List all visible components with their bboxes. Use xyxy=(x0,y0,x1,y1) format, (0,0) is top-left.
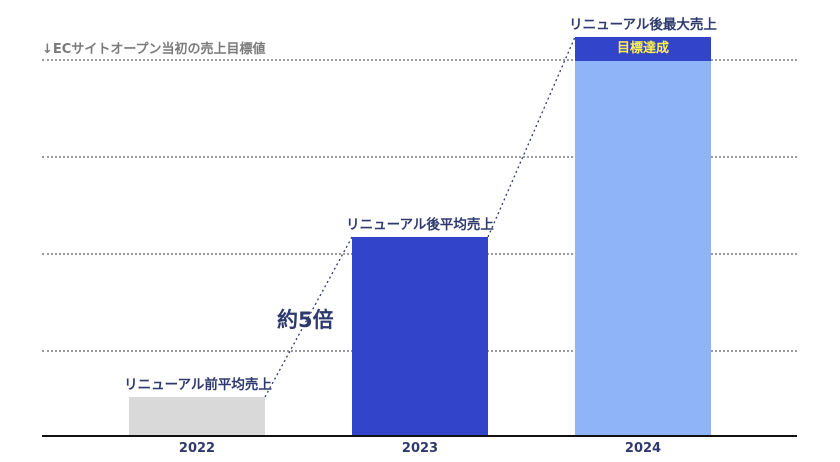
bar-label-2024: リニューアル後最大売上 xyxy=(569,17,717,33)
bar-2022 xyxy=(129,397,265,436)
bar-2023 xyxy=(352,237,488,436)
bar-label-2022: リニューアル前平均売上 xyxy=(124,377,272,393)
target-line-label: ↓ECサイトオープン当初の売上目標値 xyxy=(42,42,266,57)
x-tick-2024: 2024 xyxy=(624,441,662,456)
x-tick-2022: 2022 xyxy=(178,441,216,456)
growth-multiplier-label: 約5倍 xyxy=(277,308,334,332)
bar-label-2023: リニューアル後平均売上 xyxy=(346,217,494,233)
goal-achieved-badge: 目標達成 xyxy=(575,37,711,61)
gridline-3 xyxy=(42,156,797,158)
x-tick-2023: 2023 xyxy=(401,441,439,456)
gridline-target xyxy=(42,59,797,61)
bar-2024: 目標達成 xyxy=(575,37,711,436)
x-axis-baseline xyxy=(42,435,797,437)
